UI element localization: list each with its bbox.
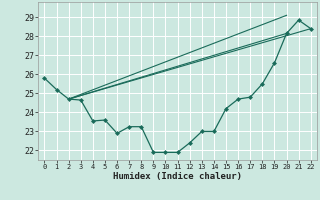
X-axis label: Humidex (Indice chaleur): Humidex (Indice chaleur) <box>113 172 242 181</box>
